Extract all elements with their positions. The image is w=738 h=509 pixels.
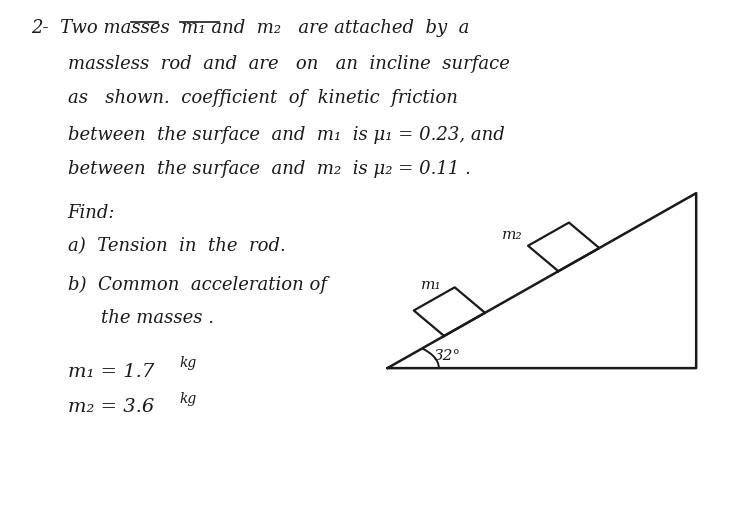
Text: m₁ = 1.7: m₁ = 1.7 — [68, 362, 154, 380]
Text: as   shown.  coefficient  of  kinetic  friction: as shown. coefficient of kinetic frictio… — [68, 89, 458, 106]
Text: m₂: m₂ — [502, 228, 523, 242]
Text: b)  Common  acceleration of: b) Common acceleration of — [68, 275, 326, 293]
Text: kg: kg — [179, 356, 196, 370]
Text: Find:: Find: — [68, 204, 115, 222]
Text: 32°: 32° — [434, 349, 461, 363]
Text: m₂ = 3.6: m₂ = 3.6 — [68, 397, 154, 415]
Text: between  the surface  and  m₂  is μ₂ = 0.11 .: between the surface and m₂ is μ₂ = 0.11 … — [68, 159, 470, 177]
Text: 2-  Two masses  m₁ and  m₂   are attached  by  a: 2- Two masses m₁ and m₂ are attached by … — [31, 19, 469, 37]
Text: between  the surface  and  m₁  is μ₁ = 0.23, and: between the surface and m₁ is μ₁ = 0.23,… — [68, 125, 504, 144]
Text: massless  rod  and  are   on   an  incline  surface: massless rod and are on an incline surfa… — [68, 54, 509, 72]
Text: kg: kg — [179, 391, 196, 405]
Text: m₁: m₁ — [421, 277, 441, 291]
Text: a)  Tension  in  the  rod.: a) Tension in the rod. — [68, 237, 286, 254]
Text: the masses .: the masses . — [100, 308, 213, 327]
